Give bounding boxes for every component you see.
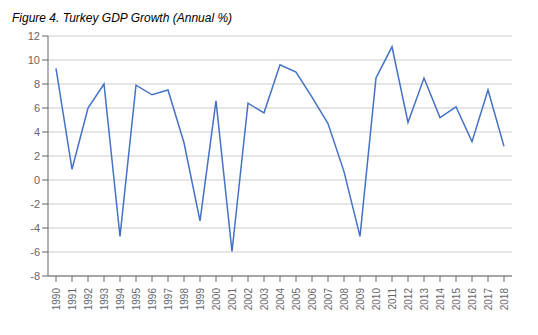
svg-text:2018: 2018 xyxy=(499,288,510,311)
svg-text:8: 8 xyxy=(34,78,40,90)
svg-text:2012: 2012 xyxy=(403,288,414,311)
svg-text:10: 10 xyxy=(28,54,40,66)
svg-text:2008: 2008 xyxy=(339,288,350,311)
svg-text:2017: 2017 xyxy=(483,288,494,311)
svg-text:6: 6 xyxy=(34,102,40,114)
svg-text:2001: 2001 xyxy=(227,288,238,311)
svg-text:-2: -2 xyxy=(30,198,40,210)
svg-text:1995: 1995 xyxy=(131,288,142,311)
svg-text:2: 2 xyxy=(34,150,40,162)
svg-text:2013: 2013 xyxy=(419,288,430,311)
svg-text:1998: 1998 xyxy=(179,288,190,311)
svg-text:1996: 1996 xyxy=(147,288,158,311)
svg-text:2015: 2015 xyxy=(451,288,462,311)
svg-text:0: 0 xyxy=(34,174,40,186)
svg-text:1990: 1990 xyxy=(51,288,62,311)
svg-text:2016: 2016 xyxy=(467,288,478,311)
svg-text:2007: 2007 xyxy=(323,288,334,311)
svg-text:2011: 2011 xyxy=(387,288,398,310)
svg-text:12: 12 xyxy=(28,30,40,42)
svg-text:2009: 2009 xyxy=(355,288,366,311)
svg-text:2006: 2006 xyxy=(307,288,318,311)
svg-text:-4: -4 xyxy=(30,222,40,234)
svg-text:1993: 1993 xyxy=(99,288,110,311)
svg-text:2005: 2005 xyxy=(291,288,302,311)
svg-text:2000: 2000 xyxy=(211,288,222,311)
svg-text:4: 4 xyxy=(34,126,40,138)
svg-text:-6: -6 xyxy=(30,246,40,258)
svg-text:1994: 1994 xyxy=(115,288,126,311)
svg-text:2010: 2010 xyxy=(371,288,382,311)
svg-text:2014: 2014 xyxy=(435,288,446,311)
svg-text:2004: 2004 xyxy=(275,288,286,311)
svg-text:2003: 2003 xyxy=(259,288,270,311)
svg-text:1999: 1999 xyxy=(195,288,206,311)
svg-text:1991: 1991 xyxy=(67,288,78,311)
svg-text:2002: 2002 xyxy=(243,288,254,311)
svg-text:1997: 1997 xyxy=(163,288,174,311)
svg-text:1992: 1992 xyxy=(83,288,94,311)
svg-text:-8: -8 xyxy=(30,270,40,282)
html-text:Figure 4. Turkey GDP Growth (A: Figure 4. Turkey GDP Growth (Annual %) xyxy=(12,11,233,25)
